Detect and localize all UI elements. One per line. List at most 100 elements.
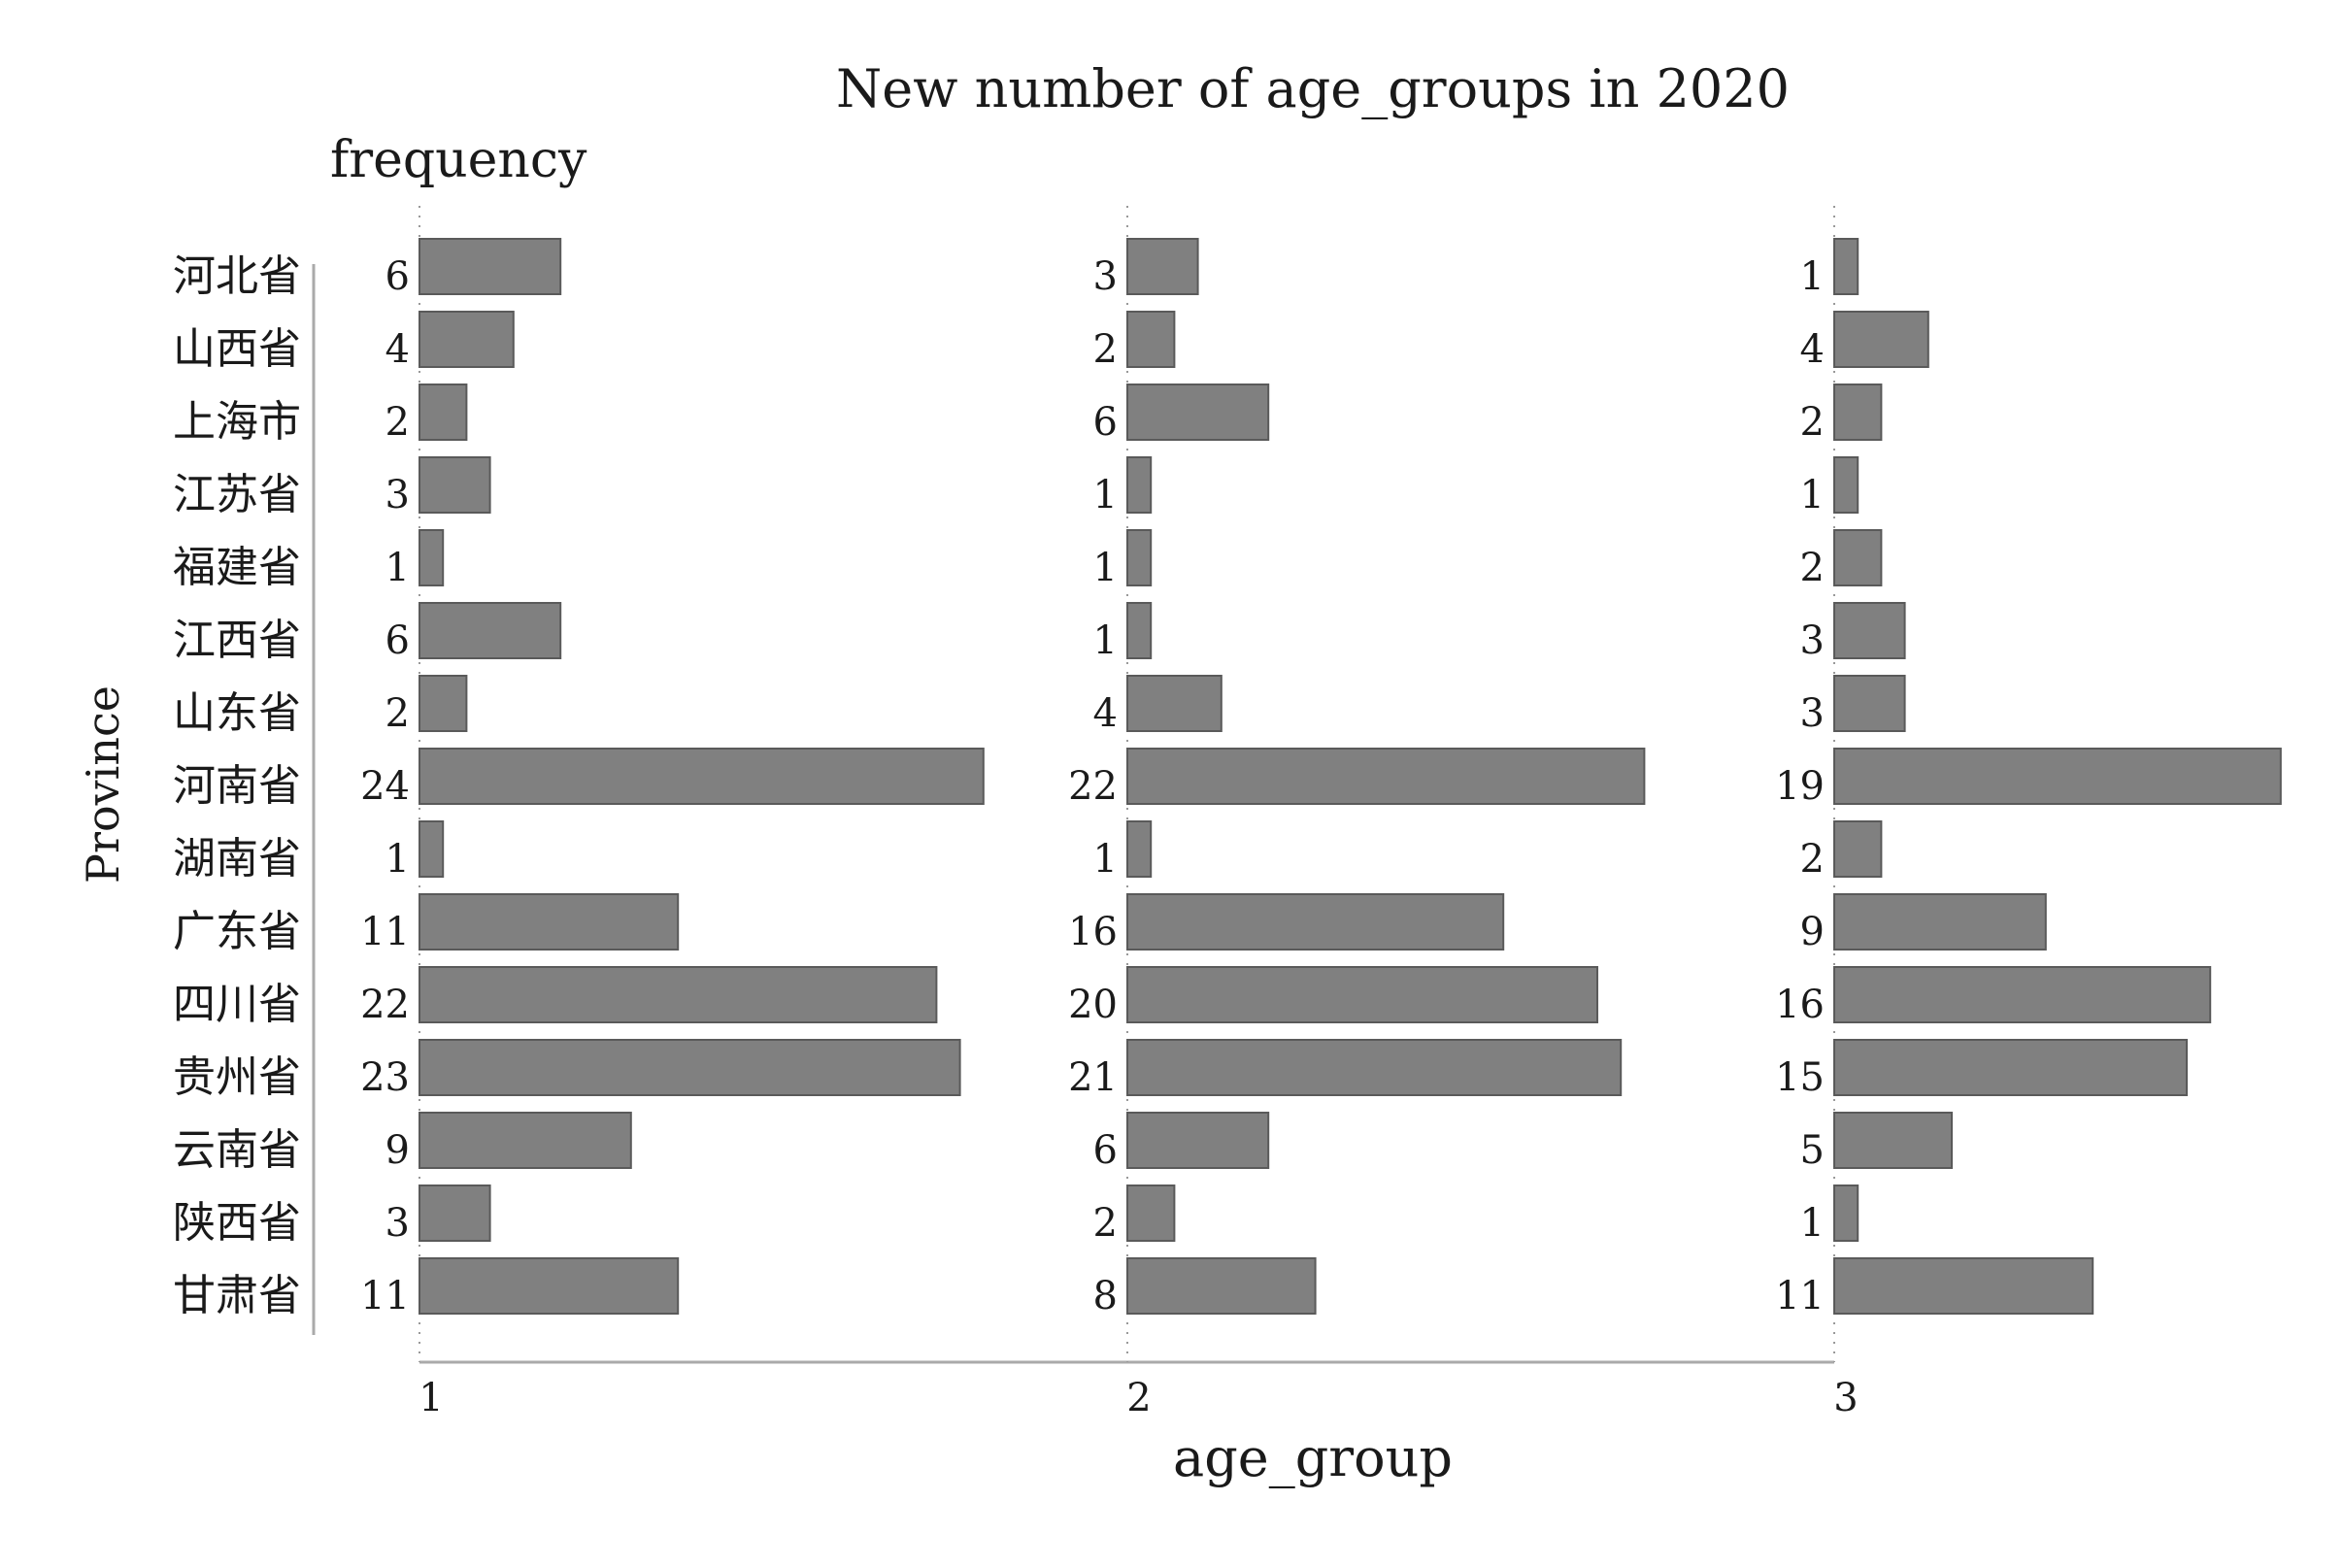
- data-label: 4: [1800, 327, 1825, 372]
- bar: [419, 1039, 961, 1096]
- x-tick-label: 3: [1833, 1376, 1858, 1420]
- data-label: 23: [360, 1055, 410, 1100]
- bar: [419, 384, 468, 441]
- data-label: 1: [1093, 837, 1118, 882]
- category-label: 山西省: [173, 324, 301, 374]
- data-label: 2: [385, 400, 410, 445]
- bar: [1126, 238, 1199, 295]
- category-label: 江苏省: [173, 470, 301, 519]
- bar: [419, 893, 680, 951]
- chart-title: New number of age_groups in 2020: [836, 58, 1790, 119]
- bar: [1126, 384, 1270, 441]
- bar: [1833, 456, 1859, 514]
- category-label: 云南省: [173, 1125, 301, 1175]
- data-label: 3: [385, 1201, 410, 1246]
- bar: [1126, 675, 1223, 732]
- data-label: 1: [1800, 473, 1825, 517]
- data-label: 2: [1800, 546, 1825, 590]
- category-label: 广东省: [173, 907, 301, 956]
- x-tick-label: 1: [419, 1376, 443, 1420]
- category-label: 陕西省: [173, 1198, 301, 1248]
- category-label: 江西省: [173, 616, 301, 665]
- data-label: 6: [385, 618, 410, 663]
- data-label: 3: [1800, 618, 1825, 663]
- bar: [1833, 311, 1929, 368]
- data-label: 11: [360, 1274, 410, 1318]
- category-label: 四川省: [173, 980, 301, 1029]
- data-label: 3: [1093, 254, 1118, 299]
- bar: [419, 1257, 680, 1315]
- bar: [1126, 1257, 1317, 1315]
- data-label: 9: [385, 1128, 410, 1173]
- data-label: 5: [1800, 1128, 1825, 1173]
- data-label: 20: [1068, 983, 1118, 1027]
- bar: [419, 311, 515, 368]
- category-label: 山东省: [173, 688, 301, 738]
- bar: [419, 238, 562, 295]
- category-label: 甘肃省: [173, 1271, 301, 1320]
- bar: [1126, 529, 1153, 586]
- bar: [1833, 893, 2047, 951]
- plot-area: 河北省山西省上海市江苏省福建省江西省山东省河南省湖南省广东省四川省贵州省云南省陕…: [173, 206, 2282, 1420]
- value-axis-label: frequency: [330, 131, 587, 189]
- category-label: 湖南省: [173, 834, 301, 884]
- bar: [1833, 966, 2212, 1023]
- category-label: 贵州省: [173, 1052, 301, 1102]
- data-label: 2: [1093, 327, 1118, 372]
- bar: [1833, 748, 2282, 805]
- data-label: 1: [385, 546, 410, 590]
- category-label: 上海市: [173, 397, 301, 447]
- data-label: 1: [1093, 618, 1118, 663]
- data-label: 11: [360, 910, 410, 954]
- data-label: 4: [385, 327, 410, 372]
- bar: [1126, 456, 1153, 514]
- bar: [419, 456, 491, 514]
- data-label: 8: [1093, 1274, 1118, 1318]
- bar: [419, 1112, 632, 1169]
- category-label: 河北省: [173, 251, 301, 301]
- bar: [419, 966, 938, 1023]
- category-label: 福建省: [173, 543, 301, 592]
- bar: [1126, 602, 1153, 659]
- x-axis-title: age_group: [1173, 1427, 1453, 1488]
- x-tick-label: 2: [1126, 1376, 1151, 1420]
- bar: [1126, 1112, 1270, 1169]
- bar: [1126, 311, 1176, 368]
- bar: [1126, 820, 1153, 878]
- data-label: 11: [1775, 1274, 1825, 1318]
- bar: [1833, 602, 1906, 659]
- bar: [1833, 820, 1883, 878]
- data-label: 2: [1800, 400, 1825, 445]
- data-label: 22: [1068, 764, 1118, 809]
- data-label: 6: [1093, 400, 1118, 445]
- data-label: 22: [360, 983, 410, 1027]
- bar: [419, 748, 985, 805]
- data-label: 2: [1093, 1201, 1118, 1246]
- data-label: 1: [1093, 473, 1118, 517]
- data-label: 24: [360, 764, 410, 809]
- bar: [1833, 1257, 2094, 1315]
- data-label: 15: [1775, 1055, 1825, 1100]
- bar: [1833, 238, 1859, 295]
- bar: [1833, 675, 1906, 732]
- data-label: 16: [1775, 983, 1825, 1027]
- bar: [1833, 1112, 1953, 1169]
- data-label: 9: [1800, 910, 1825, 954]
- data-label: 19: [1775, 764, 1825, 809]
- data-label: 3: [1800, 691, 1825, 736]
- bar: [1126, 893, 1505, 951]
- data-label: 16: [1068, 910, 1118, 954]
- bar: [1126, 748, 1646, 805]
- bar: [1126, 1039, 1623, 1096]
- y-axis-title: Province: [77, 685, 129, 884]
- category-label: 河南省: [173, 761, 301, 811]
- bar: [419, 529, 445, 586]
- bar: [1833, 1039, 2188, 1096]
- data-label: 2: [1800, 837, 1825, 882]
- bar: [1126, 1184, 1176, 1242]
- data-label: 1: [1800, 254, 1825, 299]
- bar: [1833, 1184, 1859, 1242]
- bar: [1833, 384, 1883, 441]
